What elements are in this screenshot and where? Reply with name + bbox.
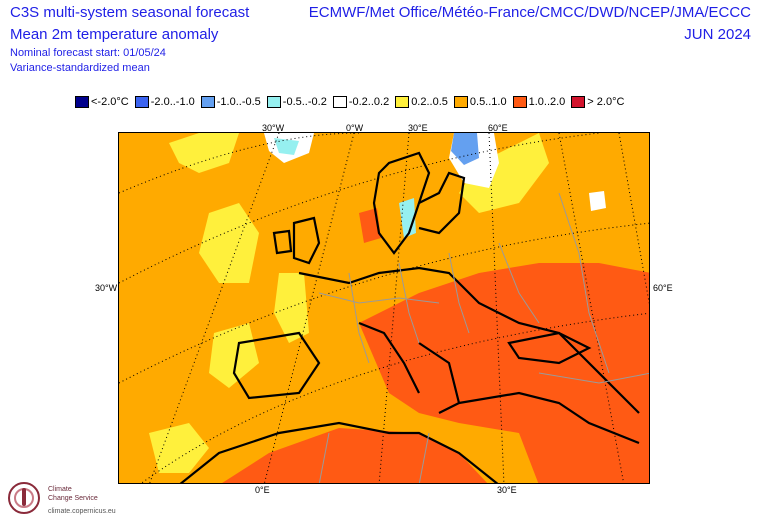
legend-swatch (571, 96, 586, 108)
legend-item: 0.2..0.5 (395, 95, 448, 109)
legend-swatch (395, 96, 410, 108)
legend-label: 0.5..1.0 (469, 96, 507, 108)
color-legend: <-2.0°C -2.0..-1.0 -1.0..-0.5 -0.5..-0.2… (75, 95, 630, 109)
longitude-line (618, 133, 649, 305)
legend-swatch (332, 96, 347, 108)
anomaly-region-neutral (589, 191, 606, 211)
legend-item: -0.5..-0.2 (266, 95, 327, 109)
country-border (558, 192, 610, 374)
legend-item: 1.0..2.0 (512, 95, 566, 109)
legend-label: -1.0..-0.5 (216, 96, 261, 108)
models-list: ECMWF/Met Office/Météo-France/CMCC/DWD/N… (308, 4, 751, 21)
lon-label-top: 0°W (346, 123, 364, 133)
britain-coast (292, 216, 321, 265)
finland-coast (418, 171, 466, 235)
latitude-line (119, 133, 600, 284)
anomaly-map (118, 132, 650, 484)
anomaly-region-mild (274, 273, 309, 343)
legend-swatch (134, 96, 149, 108)
legend-item: > 2.0°C (571, 95, 624, 109)
anomaly-region-cool (451, 133, 479, 165)
latitude-line (140, 312, 649, 483)
lon-label-top: 30°W (262, 123, 285, 133)
mainland-coast (298, 266, 640, 414)
lon-label-bottom: 30°E (497, 485, 517, 495)
legend-item: -1.0..-0.5 (200, 95, 261, 109)
logo-url: climate.copernicus.eu (48, 508, 116, 515)
lon-label-left: 30°W (95, 283, 118, 293)
legend-label: 1.0..2.0 (528, 96, 566, 108)
longitude-line (378, 133, 410, 483)
balkans-coast (418, 342, 461, 414)
anomaly-region-mild (149, 423, 209, 473)
anomaly-region-mild (169, 133, 239, 173)
legend-label: 0.2..0.5 (411, 96, 448, 108)
anomaly-region-warm (222, 428, 488, 483)
mean-type: Variance-standardized mean (10, 62, 150, 74)
climate-logo-icon (8, 482, 40, 514)
latitude-line (119, 222, 649, 384)
country-border (318, 432, 330, 483)
lon-label-top: 60°E (488, 123, 508, 133)
logo-line1: Climate (48, 486, 72, 493)
anomaly-region-warm (359, 263, 649, 483)
anomaly-region-cool (274, 138, 299, 155)
forecast-period: JUN 2024 (684, 26, 751, 43)
iberia-coast (232, 331, 321, 400)
north-africa-coast (179, 421, 499, 483)
anomaly-region-mild (209, 323, 259, 388)
forecast-start: Nominal forecast start: 01/05/24 (10, 47, 166, 59)
title-line1: C3S multi-system seasonal forecast (10, 4, 250, 21)
legend-item: 0.5..1.0 (453, 95, 507, 109)
anomaly-region-mild (199, 203, 259, 283)
legend-swatch (75, 96, 89, 108)
lon-label-top: 30°E (408, 123, 428, 133)
ireland-coast (272, 229, 293, 255)
legend-swatch (200, 96, 215, 108)
lon-label-bottom: 0°E (255, 485, 270, 495)
legend-item: -0.2..0.2 (332, 95, 390, 109)
title-line2: Mean 2m temperature anomaly (10, 26, 219, 43)
legend-label: <-2.0°C (91, 96, 129, 108)
country-borders (318, 192, 649, 483)
country-border (398, 262, 420, 344)
legend-label: -0.5..-0.2 (282, 96, 327, 108)
graticule (119, 133, 649, 483)
legend-swatch (512, 96, 527, 108)
logo-line2: Change Service (48, 495, 98, 502)
copernicus-logo: Climate Change Service climate.copernicu… (6, 478, 116, 518)
italy-coast (358, 321, 420, 394)
country-border (498, 242, 540, 324)
country-border (448, 252, 470, 334)
legend-swatch (453, 96, 468, 108)
turkey-coast (458, 391, 640, 445)
legend-swatch (266, 96, 281, 108)
longitude-line (488, 133, 505, 483)
longitude-line (149, 133, 280, 483)
country-border (348, 272, 370, 364)
legend-item: <-2.0°C (75, 95, 129, 109)
legend-label: -0.2..0.2 (348, 96, 390, 108)
anomaly-region-mild (459, 133, 549, 213)
scandinavia-coast (372, 151, 431, 255)
country-border (318, 292, 440, 304)
coastlines (179, 151, 640, 483)
legend-item: -2.0..-1.0 (134, 95, 195, 109)
country-border (538, 372, 649, 384)
lon-label-right: 60°E (653, 283, 673, 293)
legend-label: > 2.0°C (587, 96, 625, 108)
legend-label: -2.0..-1.0 (150, 96, 195, 108)
country-border (418, 432, 430, 483)
map-svg (119, 133, 649, 483)
black-sea-coast (507, 331, 592, 365)
longitude-line (263, 133, 355, 483)
